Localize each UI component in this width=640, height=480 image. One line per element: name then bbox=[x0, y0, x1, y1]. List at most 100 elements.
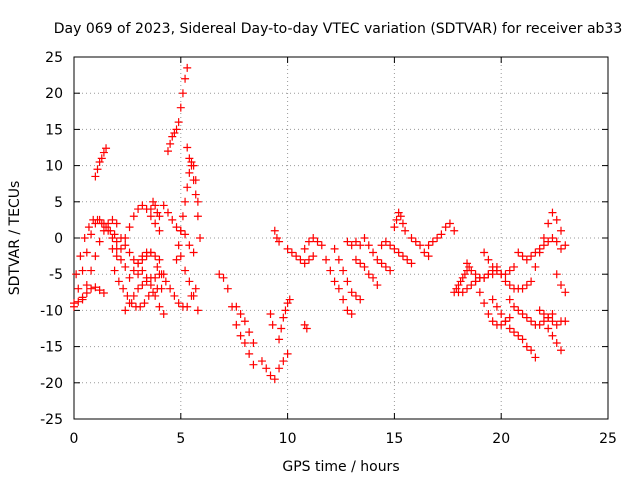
series-s15 bbox=[163, 63, 192, 156]
y-tick-label: -15 bbox=[40, 340, 63, 356]
data-point bbox=[95, 157, 104, 166]
data-point bbox=[343, 306, 352, 315]
data-point bbox=[125, 299, 134, 308]
data-point bbox=[527, 252, 536, 261]
data-point bbox=[480, 299, 489, 308]
data-point bbox=[236, 331, 245, 340]
data-point bbox=[548, 331, 557, 340]
data-point bbox=[134, 205, 143, 214]
data-point bbox=[146, 248, 155, 257]
data-point bbox=[108, 244, 117, 253]
data-point bbox=[266, 371, 275, 380]
data-point bbox=[172, 223, 181, 232]
x-tick-label: 15 bbox=[385, 431, 403, 447]
data-point bbox=[514, 306, 523, 315]
data-point bbox=[300, 244, 309, 253]
series-s1 bbox=[70, 283, 108, 311]
data-point bbox=[539, 234, 548, 242]
data-point bbox=[356, 295, 365, 304]
data-point bbox=[356, 241, 365, 250]
data-point bbox=[501, 317, 510, 326]
data-point bbox=[433, 234, 442, 242]
y-tick-label: -5 bbox=[49, 267, 63, 283]
series-s31 bbox=[351, 255, 382, 290]
data-point bbox=[548, 208, 557, 217]
data-point bbox=[245, 349, 254, 358]
data-point bbox=[531, 353, 540, 362]
y-axis-label: SDTVAR / TECUs bbox=[7, 181, 23, 296]
data-point bbox=[129, 255, 138, 264]
data-point bbox=[151, 201, 160, 210]
data-point bbox=[456, 277, 465, 286]
series-s27 bbox=[300, 320, 311, 333]
data-point bbox=[176, 103, 185, 112]
data-point bbox=[168, 215, 177, 224]
data-point bbox=[300, 259, 309, 268]
y-tick-label: -25 bbox=[40, 412, 63, 428]
data-point bbox=[74, 297, 83, 306]
data-point bbox=[407, 234, 416, 242]
data-point bbox=[196, 234, 205, 242]
data-point bbox=[232, 302, 241, 311]
x-tick-label: 10 bbox=[279, 431, 297, 447]
data-point bbox=[125, 223, 134, 232]
data-point bbox=[151, 252, 160, 261]
data-point bbox=[428, 237, 437, 246]
data-point bbox=[97, 154, 106, 163]
data-point bbox=[313, 237, 322, 246]
data-point bbox=[492, 262, 501, 271]
x-tick-labels: 0 5 10 15 20 25 bbox=[70, 431, 617, 447]
data-point bbox=[275, 237, 284, 246]
data-point bbox=[82, 281, 91, 290]
data-point bbox=[488, 295, 497, 304]
data-point bbox=[149, 288, 158, 297]
series-s9 bbox=[121, 270, 168, 315]
data-point bbox=[268, 320, 277, 329]
data-point bbox=[119, 284, 128, 293]
data-point bbox=[166, 284, 175, 293]
data-point bbox=[174, 118, 183, 127]
data-point bbox=[112, 219, 121, 228]
data-point bbox=[518, 335, 527, 344]
data-point bbox=[110, 266, 119, 275]
data-point bbox=[129, 212, 138, 221]
data-point bbox=[181, 74, 190, 83]
data-point bbox=[236, 310, 245, 319]
data-point bbox=[163, 147, 172, 156]
data-point bbox=[170, 291, 179, 300]
data-point bbox=[467, 281, 476, 290]
data-point bbox=[539, 241, 548, 250]
data-point bbox=[302, 324, 311, 333]
data-point bbox=[452, 284, 461, 293]
data-point bbox=[181, 230, 190, 239]
data-point bbox=[518, 252, 527, 261]
series-s23 bbox=[270, 226, 284, 246]
x-tick-label: 0 bbox=[70, 431, 79, 447]
data-point bbox=[381, 237, 390, 246]
data-point bbox=[317, 241, 326, 250]
data-point bbox=[539, 317, 548, 326]
y-tick-label: -10 bbox=[40, 303, 63, 319]
axis-ticks bbox=[73, 56, 609, 420]
data-point bbox=[275, 364, 284, 373]
data-point bbox=[181, 197, 190, 206]
data-point bbox=[304, 255, 313, 264]
data-point bbox=[153, 262, 162, 271]
data-point bbox=[185, 168, 194, 177]
data-point bbox=[475, 288, 484, 297]
data-point bbox=[191, 284, 200, 293]
data-point bbox=[396, 212, 405, 221]
data-point bbox=[185, 277, 194, 286]
data-point bbox=[151, 219, 160, 228]
data-point bbox=[484, 270, 493, 279]
data-point bbox=[87, 230, 96, 239]
data-point bbox=[292, 252, 301, 261]
data-point bbox=[219, 273, 228, 282]
data-point bbox=[531, 248, 540, 257]
data-point bbox=[151, 291, 160, 300]
data-point bbox=[330, 277, 339, 286]
y-tick-label: 10 bbox=[45, 159, 63, 175]
data-point bbox=[561, 288, 570, 297]
data-point bbox=[70, 299, 78, 308]
data-point bbox=[527, 346, 536, 355]
